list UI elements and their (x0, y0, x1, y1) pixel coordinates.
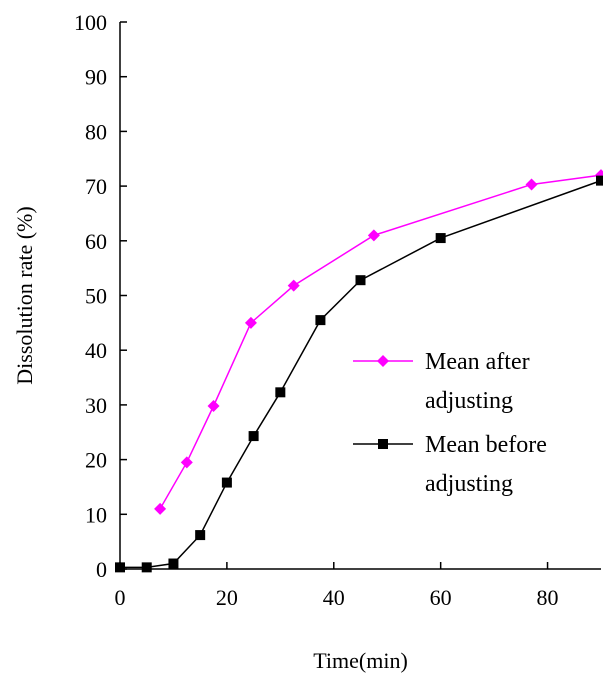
y-axis-title: Dissolution rate (%) (12, 206, 37, 384)
y-tick-label: 10 (85, 502, 107, 527)
legend-label-before-line2: adjusting (425, 471, 513, 497)
y-tick-label: 20 (85, 448, 107, 473)
tick-marks: 0 10 20 30 40 50 60 70 80 90 100 0 20 40 60 80 (74, 10, 559, 610)
data-point-before (275, 387, 286, 398)
y-tick-label: 90 (85, 65, 107, 90)
data-point-after (244, 316, 257, 329)
data-point-after (207, 399, 220, 412)
legend: Mean after adjusting Mean before adjusting (353, 349, 547, 497)
legend-label-after-line2: adjusting (425, 388, 513, 414)
x-tick-label: 0 (115, 585, 126, 610)
legend-marker-before (378, 439, 388, 449)
y-tick-label: 60 (85, 229, 107, 254)
y-tick-label: 100 (74, 10, 107, 35)
x-axis-title: Time(min) (313, 648, 408, 673)
y-tick-label: 70 (85, 174, 107, 199)
y-tick-label: 0 (96, 557, 107, 582)
x-tick-label: 60 (430, 585, 452, 610)
data-point-after (154, 502, 167, 515)
data-point-before (315, 315, 326, 326)
legend-marker-after (377, 355, 389, 367)
series-after (154, 169, 603, 515)
legend-entry-before: Mean before adjusting (353, 432, 547, 497)
data-point-after (180, 456, 193, 469)
y-tick-label: 30 (85, 393, 107, 418)
y-tick-label: 40 (85, 338, 107, 363)
data-point-before (115, 562, 125, 573)
data-point-before (221, 477, 232, 488)
series-layer (115, 169, 603, 573)
data-point-before (195, 530, 206, 541)
data-point-before (168, 558, 179, 569)
data-point-before (248, 431, 259, 442)
data-point-after (367, 229, 380, 242)
axes (119, 22, 601, 570)
x-tick-label: 40 (323, 585, 345, 610)
data-point-before (435, 233, 446, 244)
x-tick-label: 20 (216, 585, 238, 610)
y-tick-label: 50 (85, 284, 107, 309)
x-tick-label: 80 (537, 585, 559, 610)
series-before (115, 175, 603, 573)
legend-label-before: Mean before (425, 432, 547, 458)
data-point-before (141, 562, 152, 573)
data-point-after (525, 178, 538, 191)
series-line-after (159, 174, 602, 510)
y-tick-label: 80 (85, 119, 107, 144)
legend-label-after: Mean after (425, 349, 530, 375)
data-point-after (287, 279, 300, 292)
data-point-before (355, 275, 366, 286)
legend-entry-after: Mean after adjusting (353, 349, 530, 414)
data-point-before (596, 175, 603, 186)
